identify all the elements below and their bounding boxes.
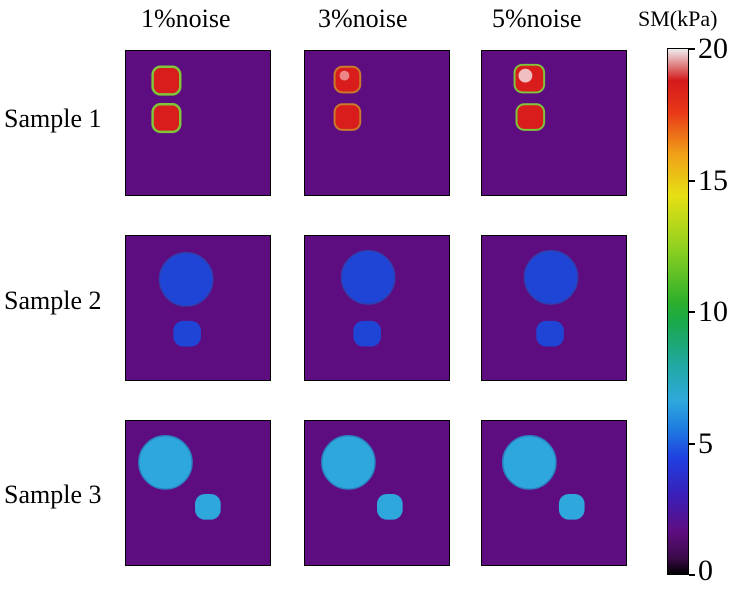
colorbar-tick-0 — [689, 574, 695, 576]
panel-sample2-1pct — [125, 235, 271, 381]
panel-sample1-3pct — [304, 50, 450, 196]
colorbar-label-10: 10 — [698, 295, 728, 328]
panel-sample3-1pct — [125, 420, 271, 566]
panel-sample2-3pct — [304, 235, 450, 381]
colorbar-label-20: 20 — [698, 32, 728, 65]
column-title-1pct: 1%noise — [141, 4, 231, 33]
colorbar-title: SM(kPa) — [638, 6, 718, 31]
colorbar-tick-10 — [689, 311, 695, 313]
panel-sample3-3pct — [304, 420, 450, 566]
colorbar-tick-15 — [689, 180, 695, 182]
row-label-sample-2: Sample 2 — [4, 286, 102, 315]
colorbar-tick-20 — [689, 48, 695, 50]
panel-sample2-5pct — [481, 235, 627, 381]
colorbar-label-5: 5 — [698, 427, 713, 460]
row-label-sample-1: Sample 1 — [4, 104, 102, 133]
colorbar-tick-5 — [689, 443, 695, 445]
colorbar — [667, 48, 689, 575]
panel-sample3-5pct — [481, 420, 627, 566]
panel-sample1-5pct — [481, 50, 627, 196]
column-title-5pct: 5%noise — [492, 4, 582, 33]
colorbar-label-0: 0 — [698, 554, 713, 587]
panel-sample1-1pct — [125, 50, 271, 196]
column-title-3pct: 3%noise — [318, 4, 408, 33]
colorbar-label-15: 15 — [698, 164, 728, 197]
row-label-sample-3: Sample 3 — [4, 480, 102, 509]
